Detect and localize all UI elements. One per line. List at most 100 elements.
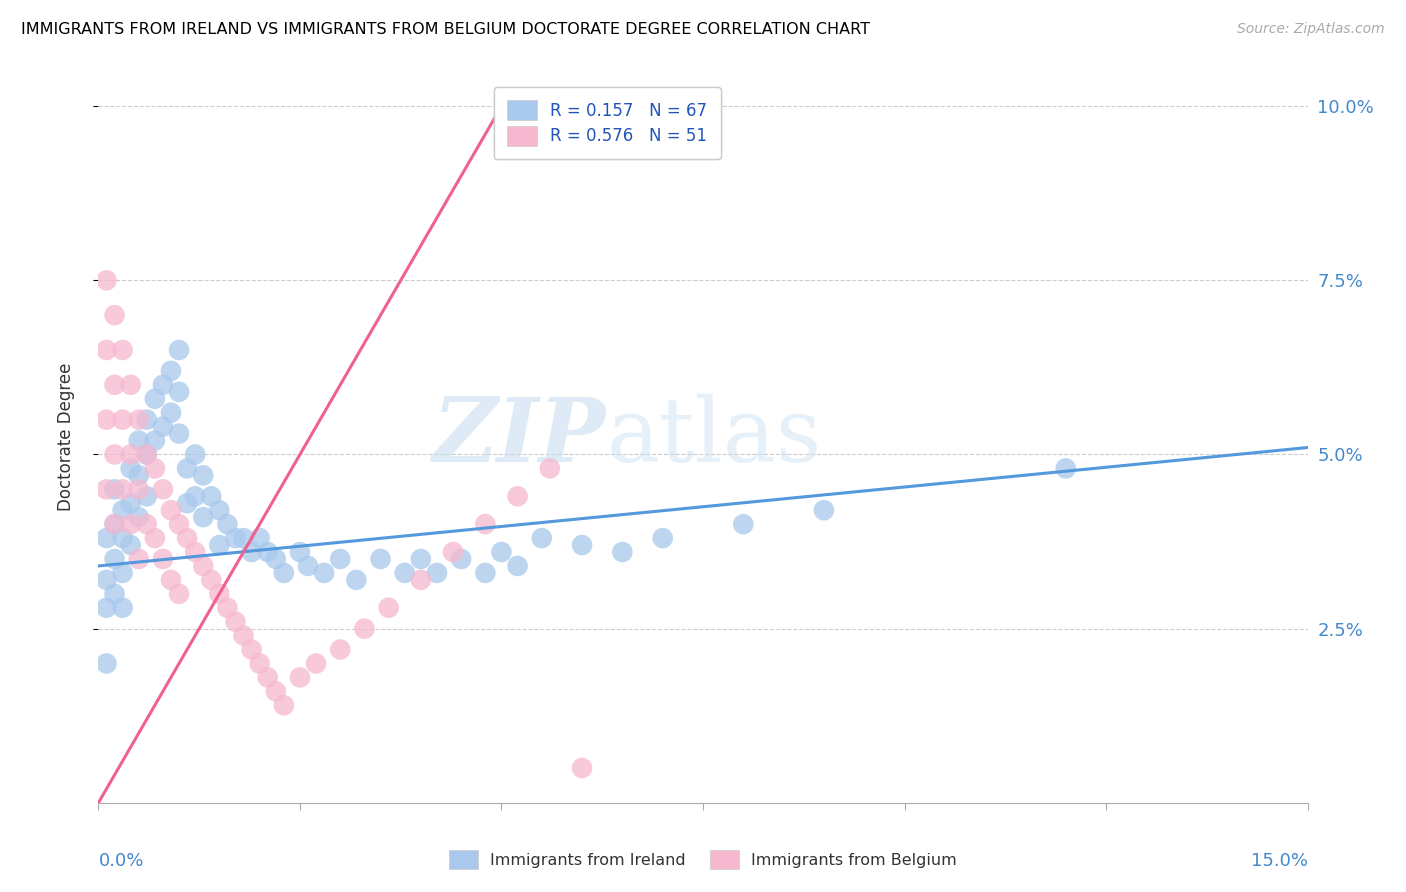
Point [329,552,352,566]
Point [160,406,183,420]
Point [305,657,328,671]
Point [96,343,118,357]
Point [135,448,157,462]
Point [344,573,367,587]
Point [111,531,134,545]
Point [160,364,183,378]
Point [176,461,198,475]
Point [128,483,150,497]
Point [96,573,118,587]
Point [128,468,150,483]
Point [176,496,198,510]
Point [96,273,118,287]
Point [135,517,157,532]
Point [160,573,183,587]
Point [571,538,593,552]
Point [224,531,246,545]
Point [152,377,174,392]
Point [103,587,125,601]
Point [232,531,254,545]
Point [208,587,231,601]
Point [103,517,125,532]
Point [224,615,246,629]
Point [733,517,755,532]
Point [167,384,190,399]
Point [1054,461,1077,475]
Point [96,483,118,497]
Point [288,670,311,684]
Point [111,503,134,517]
Point [111,343,134,357]
Point [249,657,271,671]
Point [135,412,157,426]
Point [256,670,278,684]
Point [571,761,593,775]
Point [193,468,215,483]
Point [288,545,311,559]
Point [120,461,142,475]
Point [426,566,449,580]
Point [506,558,529,573]
Y-axis label: Doctorate Degree: Doctorate Degree [56,363,75,511]
Point [96,531,118,545]
Point [273,698,295,713]
Point [377,600,399,615]
Point [103,448,125,462]
Point [538,461,561,475]
Point [167,517,190,532]
Point [409,552,432,566]
Point [273,566,295,580]
Point [143,531,166,545]
Point [450,552,472,566]
Point [167,587,190,601]
Point [184,489,207,503]
Point [143,434,166,448]
Point [96,412,118,426]
Point [135,448,157,462]
Legend: R = 0.157   N = 67, R = 0.576   N = 51: R = 0.157 N = 67, R = 0.576 N = 51 [494,87,721,159]
Point [103,308,125,322]
Text: 15.0%: 15.0% [1250,852,1308,870]
Point [232,629,254,643]
Point [152,483,174,497]
Point [394,566,416,580]
Point [530,531,553,545]
Point [409,573,432,587]
Point [200,489,222,503]
Point [128,552,150,566]
Point [176,531,198,545]
Point [120,496,142,510]
Point [249,531,271,545]
Point [264,552,287,566]
Point [193,510,215,524]
Point [256,545,278,559]
Point [813,503,835,517]
Text: atlas: atlas [606,393,821,481]
Point [152,552,174,566]
Point [128,412,150,426]
Point [208,538,231,552]
Point [111,412,134,426]
Point [152,419,174,434]
Point [143,461,166,475]
Point [474,566,496,580]
Point [128,510,150,524]
Point [167,426,190,441]
Point [240,642,263,657]
Point [120,517,142,532]
Point [217,600,239,615]
Point [143,392,166,406]
Text: ZIP: ZIP [433,394,606,480]
Point [474,517,496,532]
Point [103,483,125,497]
Point [200,573,222,587]
Point [329,642,352,657]
Point [103,377,125,392]
Point [120,448,142,462]
Point [217,517,239,532]
Point [491,545,513,559]
Point [160,503,183,517]
Point [96,657,118,671]
Point [353,622,375,636]
Text: Source: ZipAtlas.com: Source: ZipAtlas.com [1237,22,1385,37]
